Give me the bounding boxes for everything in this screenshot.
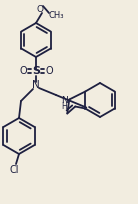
Text: H: H xyxy=(61,102,67,111)
Text: O: O xyxy=(36,4,43,13)
Text: O: O xyxy=(45,66,53,76)
Text: O: O xyxy=(19,66,27,76)
Text: N: N xyxy=(32,80,40,90)
Text: CH₃: CH₃ xyxy=(48,10,64,20)
Text: Cl: Cl xyxy=(9,165,19,175)
Text: S: S xyxy=(32,66,40,76)
Text: N: N xyxy=(61,96,68,105)
